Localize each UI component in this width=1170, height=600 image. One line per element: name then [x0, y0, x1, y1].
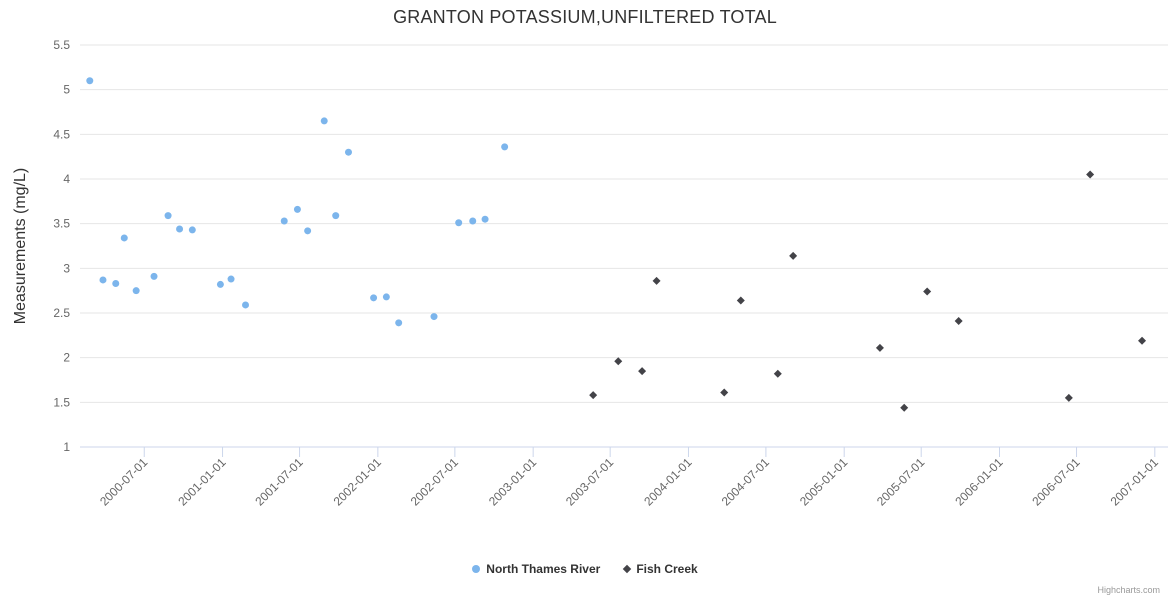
y-tick-label: 3: [63, 261, 70, 275]
x-tick-label: 2001-01-01: [175, 455, 229, 509]
data-point[interactable]: [164, 212, 172, 220]
legend-item-fish-creek[interactable]: Fish Creek: [623, 562, 698, 576]
x-tick-label: 2006-07-01: [1029, 455, 1083, 509]
data-point[interactable]: [176, 225, 184, 233]
data-point[interactable]: [469, 217, 477, 225]
circle-marker-icon: [472, 565, 481, 573]
y-tick-label: 2: [63, 351, 70, 365]
x-tick-label: 2002-01-01: [331, 455, 385, 509]
data-point[interactable]: [382, 293, 390, 301]
data-point[interactable]: [638, 367, 647, 376]
data-point[interactable]: [188, 226, 196, 234]
x-tick-label: 2003-07-01: [563, 455, 617, 509]
y-tick-label: 5: [63, 83, 70, 97]
x-tick-label: 2003-01-01: [486, 455, 540, 509]
data-point[interactable]: [430, 313, 438, 321]
data-point[interactable]: [344, 148, 352, 156]
data-point[interactable]: [652, 276, 661, 285]
x-tick-label: 2000-07-01: [97, 455, 151, 509]
highcharts-credits-link[interactable]: Highcharts.com: [1097, 585, 1160, 595]
x-tick-label: 2002-07-01: [408, 455, 462, 509]
data-point[interactable]: [280, 217, 288, 225]
legend-item-north-thames-river[interactable]: North Thames River: [472, 562, 600, 576]
data-point[interactable]: [900, 403, 909, 412]
data-point[interactable]: [720, 388, 729, 397]
legend-label: Fish Creek: [636, 562, 698, 576]
legend: North Thames River Fish Creek: [0, 562, 1170, 576]
data-point[interactable]: [773, 369, 782, 378]
data-point[interactable]: [395, 319, 403, 327]
data-point[interactable]: [501, 143, 509, 151]
y-tick-label: 3.5: [53, 217, 70, 231]
data-point[interactable]: [1138, 336, 1147, 345]
data-point[interactable]: [227, 275, 235, 283]
y-tick-label: 1.5: [53, 395, 70, 409]
data-point[interactable]: [789, 251, 798, 260]
data-point[interactable]: [954, 317, 963, 326]
diamond-marker-icon: [623, 564, 632, 574]
data-point[interactable]: [132, 287, 140, 295]
data-point[interactable]: [332, 212, 340, 220]
data-point[interactable]: [304, 227, 312, 235]
data-point[interactable]: [120, 234, 128, 242]
x-tick-label: 2001-07-01: [252, 455, 306, 509]
data-point[interactable]: [736, 296, 745, 305]
x-tick-label: 2006-01-01: [952, 455, 1006, 509]
x-tick-label: 2005-07-01: [874, 455, 928, 509]
data-point[interactable]: [99, 276, 107, 284]
legend-label: North Thames River: [486, 562, 601, 576]
x-tick-label: 2005-01-01: [797, 455, 851, 509]
data-point[interactable]: [614, 357, 623, 366]
y-tick-label: 4.5: [53, 127, 70, 141]
data-point[interactable]: [455, 219, 463, 227]
data-point[interactable]: [370, 294, 378, 302]
data-point[interactable]: [242, 301, 250, 309]
y-tick-label: 1: [63, 440, 70, 454]
y-tick-label: 5.5: [53, 38, 70, 52]
data-point[interactable]: [589, 391, 598, 400]
x-tick-label: 2004-07-01: [719, 455, 773, 509]
data-point[interactable]: [86, 77, 94, 85]
x-tick-label: 2007-01-01: [1108, 455, 1162, 509]
x-tick-label: 2004-01-01: [641, 455, 695, 509]
data-point[interactable]: [1086, 170, 1095, 179]
chart-title: GRANTON POTASSIUM,UNFILTERED TOTAL: [393, 7, 777, 27]
data-point[interactable]: [481, 215, 489, 223]
y-tick-label: 2.5: [53, 306, 70, 320]
data-point[interactable]: [293, 205, 301, 213]
data-point[interactable]: [1064, 393, 1073, 402]
y-tick-label: 4: [63, 172, 70, 186]
data-point[interactable]: [112, 280, 120, 288]
data-point[interactable]: [216, 280, 224, 288]
data-point[interactable]: [320, 117, 328, 125]
data-point[interactable]: [875, 343, 884, 352]
data-point[interactable]: [923, 287, 932, 296]
data-point[interactable]: [150, 272, 158, 280]
